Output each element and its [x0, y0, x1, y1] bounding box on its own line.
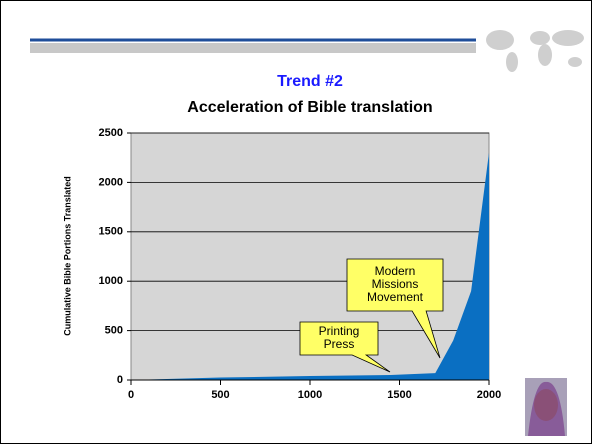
- chart-subtitle: Acceleration of Bible translation: [187, 99, 432, 116]
- callout-text: Missions: [372, 277, 419, 291]
- x-tick-label: 500: [211, 389, 229, 401]
- callout-text: Printing: [319, 324, 360, 338]
- chart-title: Trend #2: [277, 73, 343, 90]
- y-tick-label: 2500: [99, 127, 123, 139]
- y-tick-label: 500: [105, 325, 123, 337]
- callout-shape: [299, 321, 391, 373]
- callout-shape: [346, 258, 444, 359]
- header-band: [30, 43, 476, 53]
- x-tick-label: 2000: [477, 389, 501, 401]
- area: [131, 152, 489, 380]
- x-tick-label: 1000: [298, 389, 322, 401]
- y-tick-label: 0: [117, 374, 123, 386]
- callout-text: Movement: [367, 290, 424, 304]
- y-tick-label: 2000: [99, 176, 123, 188]
- photo: [525, 378, 567, 436]
- y-axis-label: Cumulative Bible Portions Translated: [62, 176, 72, 336]
- y-tick-label: 1000: [99, 275, 123, 287]
- x-tick-label: 0: [128, 389, 134, 401]
- x-tick-label: 1500: [387, 389, 411, 401]
- y-tick-label: 1500: [99, 226, 123, 238]
- world-map: [486, 30, 584, 72]
- callout-text: Modern: [375, 264, 416, 278]
- callout-text: Press: [324, 337, 355, 351]
